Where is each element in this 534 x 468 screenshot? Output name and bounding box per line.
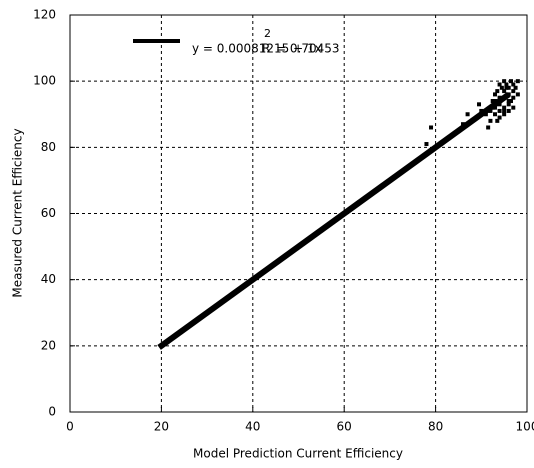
point bbox=[506, 108, 511, 113]
fit-line bbox=[157, 91, 511, 350]
point bbox=[504, 85, 509, 90]
point bbox=[509, 99, 514, 104]
point bbox=[506, 102, 511, 107]
point bbox=[511, 105, 516, 110]
point bbox=[497, 102, 502, 107]
point bbox=[429, 125, 434, 130]
point bbox=[502, 105, 507, 110]
point bbox=[497, 82, 502, 87]
point bbox=[504, 82, 509, 87]
plot-frame bbox=[69, 14, 528, 413]
point bbox=[506, 85, 511, 90]
point bbox=[497, 108, 502, 113]
x-tick-label: 100 bbox=[516, 420, 534, 434]
y-tick-label: 20 bbox=[41, 338, 56, 352]
x-tick-label: 60 bbox=[337, 420, 352, 434]
point bbox=[488, 118, 493, 123]
x-tick-label: 40 bbox=[245, 420, 260, 434]
point bbox=[506, 99, 511, 104]
y-tick-label: 120 bbox=[33, 8, 56, 22]
legend-label: y = 0.00081215 + 1x bbox=[192, 42, 322, 56]
point bbox=[465, 112, 470, 117]
point bbox=[493, 99, 498, 104]
point bbox=[511, 82, 516, 87]
point bbox=[479, 108, 484, 113]
point bbox=[477, 102, 482, 107]
point bbox=[511, 89, 516, 94]
point bbox=[511, 95, 516, 100]
point bbox=[483, 112, 488, 117]
y-tick-label: 0 bbox=[48, 405, 56, 419]
y-tick-label: 60 bbox=[41, 206, 56, 220]
point bbox=[502, 95, 507, 100]
point bbox=[470, 118, 475, 123]
point bbox=[497, 95, 502, 100]
annotation-superscript: 2 bbox=[264, 27, 271, 40]
point bbox=[493, 105, 498, 110]
point bbox=[499, 85, 504, 90]
y-tick-label: 100 bbox=[33, 74, 56, 88]
annotation: R bbox=[262, 42, 270, 56]
x-tick-label: 20 bbox=[154, 420, 169, 434]
point bbox=[509, 79, 514, 84]
point bbox=[493, 112, 498, 117]
x-tick-label: 80 bbox=[428, 420, 443, 434]
point bbox=[502, 79, 507, 84]
point bbox=[490, 105, 495, 110]
y-tick-label: 40 bbox=[41, 272, 56, 286]
x-tick-label: 0 bbox=[66, 420, 74, 434]
point bbox=[424, 142, 429, 147]
point bbox=[513, 85, 518, 90]
y-axis-label: Measured Current Efficiency bbox=[11, 128, 25, 297]
point bbox=[506, 92, 511, 97]
point bbox=[493, 92, 498, 97]
point bbox=[502, 89, 507, 94]
point bbox=[490, 99, 495, 104]
point bbox=[497, 115, 502, 120]
point bbox=[502, 108, 507, 113]
point bbox=[502, 112, 507, 117]
point bbox=[474, 115, 479, 120]
point bbox=[495, 89, 500, 94]
point bbox=[486, 125, 491, 130]
point bbox=[515, 79, 520, 84]
annotation-value: = 0.70453 bbox=[276, 42, 340, 56]
point bbox=[488, 108, 493, 113]
point bbox=[461, 122, 466, 127]
point bbox=[515, 92, 520, 97]
x-axis-label: Model Prediction Current Efficiency bbox=[193, 447, 403, 461]
point bbox=[495, 118, 500, 123]
y-tick-label: 80 bbox=[41, 140, 56, 154]
